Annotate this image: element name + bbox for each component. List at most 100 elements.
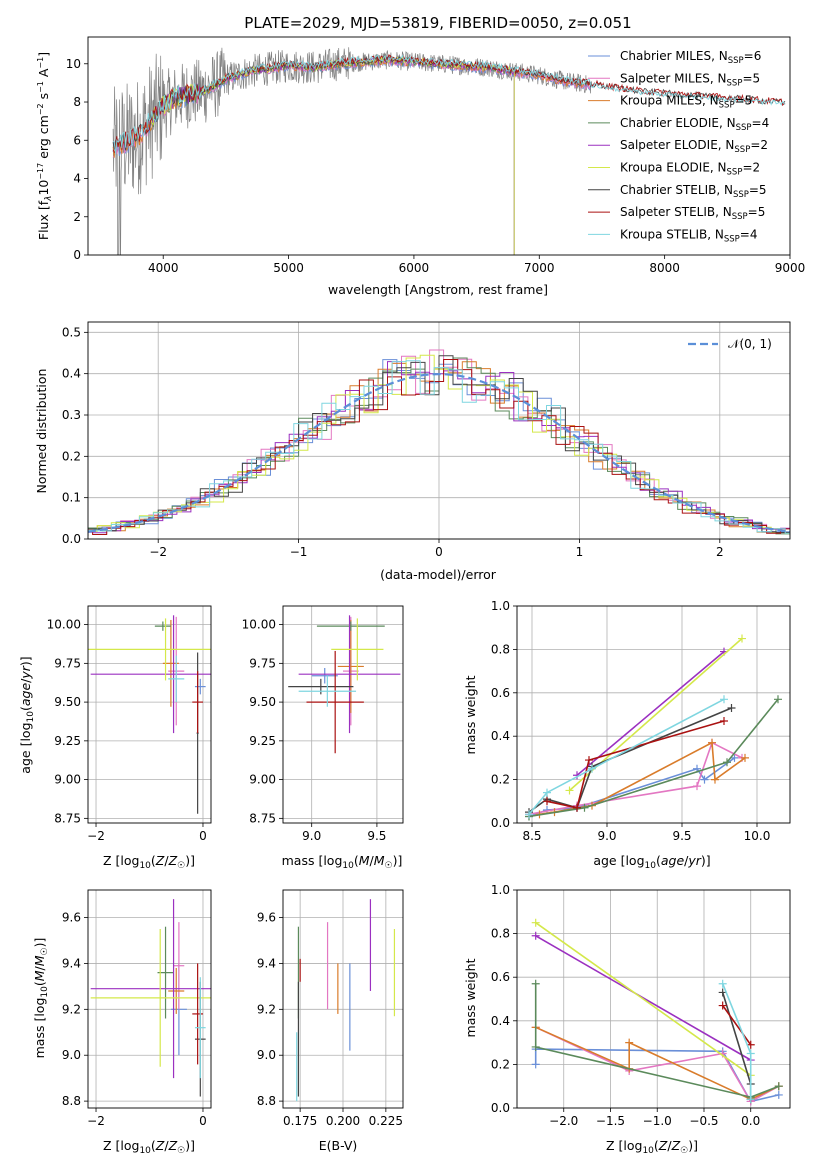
series-marker	[585, 756, 593, 765]
series-line	[534, 983, 780, 1098]
weight-vs-age-xtick-label: 9.5	[672, 829, 691, 843]
series-marker	[525, 810, 533, 819]
age-vs-mass-errorbars	[288, 615, 401, 754]
mass-vs-ebv-xtick-label: 0.225	[369, 1114, 403, 1128]
series-line	[528, 698, 779, 818]
mass-vs-ebv-ytick-label: 9.0	[257, 1048, 276, 1062]
series-marker	[746, 1049, 755, 1058]
weight-vs-age-xtick-label: 8.5	[522, 829, 541, 843]
mass-vs-Z-grid	[88, 890, 211, 1108]
age-vs-mass-ytick-label: 9.00	[249, 773, 276, 787]
weight-vs-Z-xtick-label: −1.5	[596, 1114, 625, 1128]
histogram-chabrier-stelib	[88, 355, 790, 536]
residuals-xlabel: (data-model)/error	[380, 567, 497, 582]
series-marker	[588, 764, 596, 773]
series-marker	[774, 1090, 783, 1099]
mass-vs-Z-ytick-label: 9.4	[62, 956, 81, 970]
residuals-ytick-label: 0.1	[62, 491, 81, 505]
ebv-xlabel: E(B-V)	[319, 1138, 358, 1153]
spectrum-ytick-label: 4	[73, 172, 81, 186]
mass-vs-ebv-xtick-label: 0.175	[283, 1114, 317, 1128]
age-mass-xlabel: mass [log10(M/M☉)]	[282, 853, 403, 871]
spectrum-lines	[112, 47, 786, 255]
mass-vs-ebv-ytick-label: 9.6	[257, 911, 276, 925]
series-marker	[718, 979, 727, 988]
model-spectrum-chabrier-miles	[112, 58, 592, 157]
model-spectrum-kroupa-stelib	[112, 54, 786, 154]
age-vs-mass-ytick-label: 10.00	[242, 618, 276, 632]
weight-vs-Z-ytick-label: 0.2	[491, 1057, 510, 1071]
series-marker	[543, 797, 551, 806]
mass-vs-ebv-ytick-label: 9.4	[257, 956, 276, 970]
weight-vs-Z-xtick-label: −1.0	[643, 1114, 672, 1128]
legend-entry: Chabrier STELIB, NSSP=5	[620, 183, 767, 200]
age-vs-Z-ytick-label: 8.75	[54, 811, 81, 825]
weight-vs-age-ytick-label: 0.6	[491, 686, 510, 700]
series-marker	[531, 1060, 540, 1069]
weight-vs-age-series	[525, 634, 782, 821]
series-marker	[746, 1040, 755, 1049]
series-marker	[531, 979, 540, 988]
legend-entry: Kroupa MILES, NSSP=5	[620, 94, 752, 111]
series-marker	[573, 803, 581, 812]
weight-vs-age-ytick-label: 0.4	[491, 729, 510, 743]
mass-vs-ebv-frame	[282, 889, 404, 1109]
age-vs-Z-ytick-label: 9.00	[54, 773, 81, 787]
normal-legend-label: 𝒩(0, 1)	[728, 337, 772, 351]
weight-vs-age-ytick-label: 1.0	[491, 599, 510, 613]
weight-vs-Z-xtick-label: 0.0	[741, 1114, 760, 1128]
spectrum-ytick-label: 2	[73, 210, 81, 224]
weight-vs-age-frame	[516, 605, 791, 824]
mass-vs-Z-ytick-label: 9.2	[62, 1002, 81, 1016]
series-marker	[625, 1038, 634, 1047]
age-vs-mass-ytick-label: 9.50	[249, 695, 276, 709]
legend-entry: Salpeter MILES, NSSP=5	[620, 71, 760, 88]
spectrum-ytick-label: 8	[73, 95, 81, 109]
series-line	[539, 741, 746, 816]
weight-vs-age-ytick-label: 0.0	[491, 816, 510, 830]
series-marker	[727, 703, 736, 712]
age-vs-Z-xtick-label: −2	[87, 829, 105, 843]
residuals-ylabel: Normed distribution	[34, 369, 49, 494]
age-vs-Z-ytick-label: 10.00	[47, 618, 81, 632]
age-vs-Z-ytick-label: 9.25	[54, 734, 81, 748]
mass-vs-Z-frame	[87, 889, 212, 1109]
normal-curve	[88, 372, 790, 533]
mass-vs-ebv-ytick-label: 8.8	[257, 1094, 276, 1108]
residuals-xtick-label: −2	[149, 545, 167, 559]
weight-vs-age-ytick-label: 0.8	[491, 642, 510, 656]
mass-vs-Z-ytick-label: 9.6	[62, 911, 81, 925]
spectrum-frame	[87, 36, 791, 256]
mass-vs-Z-ytick-label: 9.0	[62, 1048, 81, 1062]
mass-vs-ebv-panel: 0.175 0.200 0.225 8.8 9.0 9.2 9.4 9.6	[257, 889, 404, 1128]
age-vs-mass-ytick-label: 9.75	[249, 656, 276, 670]
weight-z-xlabel: Z [log10(Z/Z☉)]	[606, 1138, 698, 1156]
series-marker	[774, 695, 782, 704]
mass-vs-ebv-errorbars	[296, 899, 396, 1102]
legend-entry: Chabrier MILES, NSSP=6	[620, 49, 761, 66]
weight-vs-age-xtick-label: 10.0	[744, 829, 771, 843]
age-vs-mass-ytick-label: 9.25	[249, 734, 276, 748]
residuals-xtick-label: 0	[435, 545, 443, 559]
age-vs-mass-grid	[283, 606, 403, 823]
series-line	[528, 698, 725, 815]
series-marker	[531, 918, 540, 927]
series-marker	[738, 634, 746, 643]
legend-entry: Chabrier ELODIE, NSSP=4	[620, 116, 769, 133]
age-vs-mass-xtick-label: 9.0	[302, 829, 321, 843]
spectrum-ylabel: Flux [fλ10−17 erg cm−2 s−1 A−1]	[36, 52, 54, 240]
mass-z-xlabel: Z [log10(Z/Z☉)]	[103, 1138, 195, 1156]
series-marker	[693, 782, 701, 791]
weight-vs-Z-ytick-label: 0.6	[491, 970, 510, 984]
legend-entry: Salpeter ELODIE, NSSP=2	[620, 138, 768, 155]
residuals-ytick-label: 0.3	[62, 408, 81, 422]
series-line	[721, 983, 752, 1100]
weight-vs-Z-ytick-label: 0.0	[491, 1101, 510, 1115]
weight-vs-Z-xtick-label: −2.0	[549, 1114, 578, 1128]
histogram-salpeter-stelib	[88, 359, 790, 535]
age-vs-Z-ytick-label: 9.50	[54, 695, 81, 709]
spectrum-ytick-label: 10	[66, 57, 81, 71]
residuals-ytick-label: 0.0	[62, 532, 81, 546]
series-marker	[531, 931, 540, 940]
